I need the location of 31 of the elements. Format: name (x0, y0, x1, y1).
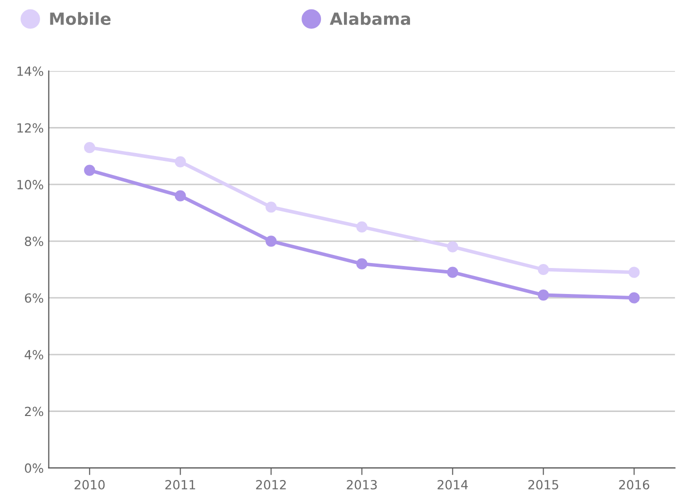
y-tick-label: 10% (17, 180, 44, 190)
point (447, 241, 458, 252)
legend-label: Alabama (330, 12, 410, 26)
y-tick-label: 8% (24, 236, 44, 246)
x-tick-label: 2013 (346, 480, 377, 490)
point (174, 190, 186, 202)
point (447, 266, 458, 278)
point (538, 264, 549, 276)
point (628, 266, 640, 278)
y-tick-label: 14% (17, 66, 44, 76)
point (266, 236, 277, 247)
y-tick-label: 4% (24, 350, 44, 360)
point (356, 258, 368, 270)
point (356, 221, 368, 233)
point (628, 292, 640, 304)
x-tick-label: 2012 (256, 480, 286, 490)
point (174, 156, 186, 168)
y-tick-label: 12% (17, 123, 44, 133)
point (84, 142, 96, 154)
legend-label: Mobile (50, 12, 111, 26)
y-tick-label: 6% (24, 293, 44, 303)
x-tick-label: 2010 (74, 480, 105, 490)
point (266, 202, 277, 213)
x-tick-label: 2015 (528, 480, 558, 490)
y-tick-label: 0% (24, 463, 44, 473)
x-tick-label: 2014 (438, 480, 468, 490)
x-tick-label: 2011 (165, 480, 196, 490)
point (84, 164, 96, 176)
point (538, 289, 549, 301)
x-tick-label: 2016 (619, 480, 650, 490)
y-tick-label: 2% (24, 406, 44, 416)
